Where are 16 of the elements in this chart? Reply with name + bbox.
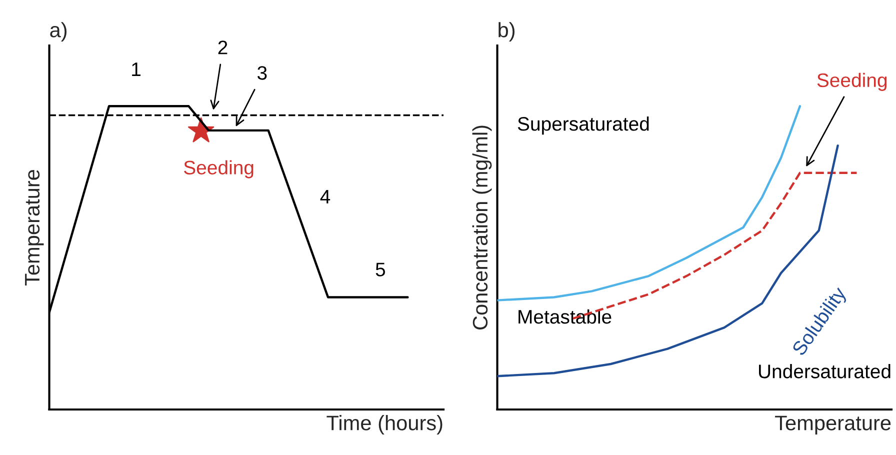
annotation: 4 xyxy=(320,190,330,204)
chart-title: b) xyxy=(498,22,515,42)
x-axis-title: Time (hours) xyxy=(326,415,442,434)
text: 2 xyxy=(218,40,228,54)
annotation: Metastable xyxy=(518,309,612,324)
text: 3 xyxy=(258,66,267,80)
y-axis-title: Concentration (mg/ml) xyxy=(472,126,492,330)
y-axis-title: Temperature xyxy=(25,170,44,286)
chart-title: a) xyxy=(50,22,67,42)
text: 1 xyxy=(132,62,140,76)
annotation: Supersaturated xyxy=(518,116,649,135)
annotation: Undersaturated xyxy=(759,364,890,378)
x-axis-title: Temperature xyxy=(775,416,891,434)
annotation: Seeding xyxy=(184,160,254,178)
text: Seeding xyxy=(817,72,887,91)
annotation: 5 xyxy=(376,262,386,276)
